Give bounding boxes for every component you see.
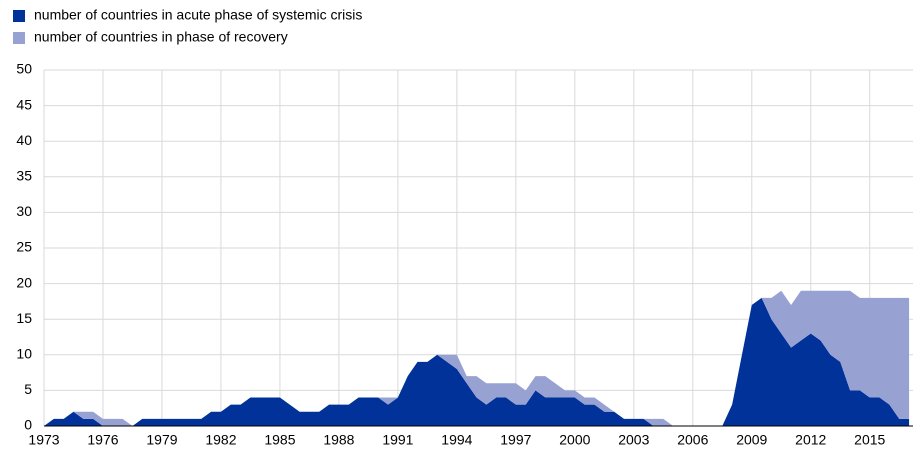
area bbox=[44, 290, 910, 426]
x-tick-label: 2012 bbox=[795, 432, 826, 448]
area bbox=[44, 297, 910, 426]
x-tick-label: 2009 bbox=[736, 432, 767, 448]
y-tick-label: 0 bbox=[24, 417, 32, 433]
x-tick-label: 2000 bbox=[559, 432, 590, 448]
legend-swatch bbox=[13, 32, 25, 44]
y-tick-label: 10 bbox=[16, 346, 32, 362]
legend-label: number of countries in acute phase of sy… bbox=[34, 7, 362, 23]
x-tick-label: 1994 bbox=[441, 432, 472, 448]
x-tick-label: 1976 bbox=[87, 432, 118, 448]
x-tick-label: 1985 bbox=[264, 432, 295, 448]
y-tick-label: 45 bbox=[16, 96, 32, 112]
x-tick-label: 2015 bbox=[854, 432, 885, 448]
x-tick-label: 1982 bbox=[205, 432, 236, 448]
legend-swatch bbox=[13, 10, 25, 22]
x-tick-label: 1991 bbox=[382, 432, 413, 448]
x-tick-label: 2006 bbox=[677, 432, 708, 448]
y-tick-label: 40 bbox=[16, 132, 32, 148]
y-tick-label: 35 bbox=[16, 168, 32, 184]
y-tick-label: 20 bbox=[16, 274, 32, 290]
x-tick-label: 1973 bbox=[28, 432, 59, 448]
x-tick-label: 1997 bbox=[500, 432, 531, 448]
x-tick-label: 2003 bbox=[618, 432, 649, 448]
legend-label: number of countries in phase of recovery bbox=[34, 29, 288, 45]
y-tick-label: 5 bbox=[24, 381, 32, 397]
y-tick-label: 15 bbox=[16, 310, 32, 326]
y-tick-label: 30 bbox=[16, 203, 32, 219]
x-tick-label: 1988 bbox=[323, 432, 354, 448]
y-tick-label: 50 bbox=[16, 61, 32, 77]
y-tick-label: 25 bbox=[16, 239, 32, 255]
x-tick-label: 1979 bbox=[146, 432, 177, 448]
